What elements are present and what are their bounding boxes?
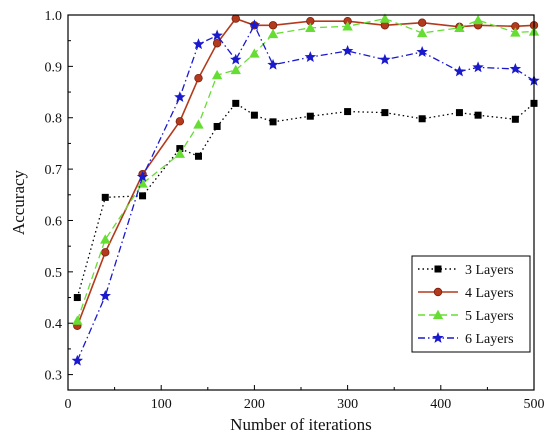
data-point <box>344 108 352 116</box>
data-point <box>418 115 426 123</box>
data-point <box>474 111 482 119</box>
data-point <box>211 69 223 80</box>
data-point <box>250 111 258 119</box>
legend-label: 5 Layers <box>465 309 514 324</box>
legend-marker <box>434 265 442 273</box>
data-point <box>416 45 428 57</box>
data-point <box>472 61 484 73</box>
data-point <box>341 44 354 56</box>
x-tick-label: 200 <box>244 397 265 412</box>
data-point <box>509 62 522 74</box>
data-point <box>194 152 202 160</box>
data-point <box>137 178 148 188</box>
ticks-layer: 0 100 200 300 400 500 0.3 0.4 0.5 0.6 0.7 0.8 0.9 1.0 <box>45 9 545 412</box>
data-point <box>305 22 316 33</box>
legend: 3 Layers 4 Layers 5 Layers 6 Layers <box>411 255 531 353</box>
data-point <box>212 39 222 48</box>
legend-label: 6 Layers <box>465 332 514 347</box>
data-point <box>472 14 484 25</box>
legend-item: 6 Layers <box>418 332 514 347</box>
legend-marker <box>433 287 443 297</box>
data-point <box>454 22 465 33</box>
y-axis-title: Accuracy <box>9 169 28 235</box>
data-point <box>230 53 242 65</box>
x-tick-label: 300 <box>337 397 358 412</box>
data-point <box>249 48 260 58</box>
data-point <box>231 14 240 23</box>
legend-item: 5 Layers <box>418 309 514 324</box>
data-point <box>211 29 223 41</box>
data-point <box>417 18 427 27</box>
data-point <box>379 53 391 65</box>
data-point <box>230 64 241 75</box>
data-point <box>213 122 221 130</box>
data-point <box>381 109 389 117</box>
data-point <box>192 38 205 50</box>
series-line <box>76 17 535 321</box>
data-point <box>455 109 463 117</box>
data-point <box>72 315 83 325</box>
x-tick-label: 0 <box>65 397 72 412</box>
data-point <box>267 58 279 70</box>
data-point <box>101 193 109 201</box>
y-tick-label: 0.7 <box>45 163 63 178</box>
data-point <box>139 192 147 200</box>
x-tick-label: 400 <box>430 397 451 412</box>
legend-item: 3 Layers <box>418 263 514 278</box>
data-point <box>511 115 519 123</box>
data-point <box>175 117 185 126</box>
data-point <box>268 21 278 30</box>
y-tick-label: 1.0 <box>45 9 63 24</box>
data-point <box>379 13 391 23</box>
y-tick-label: 0.8 <box>45 112 63 127</box>
x-axis-title: Number of iterations <box>230 415 372 434</box>
data-point <box>194 73 203 83</box>
marks-layer <box>71 13 540 366</box>
data-point <box>304 51 317 62</box>
x-tick-label: 100 <box>151 397 172 412</box>
y-tick-label: 0.4 <box>45 317 63 332</box>
data-point <box>248 19 261 31</box>
data-point <box>73 294 81 302</box>
legend-item: 4 Layers <box>418 286 514 301</box>
data-point <box>101 248 110 257</box>
y-tick-label: 0.9 <box>45 60 63 75</box>
data-point <box>267 28 279 39</box>
data-point <box>136 170 149 182</box>
legend-label: 4 Layers <box>465 286 514 301</box>
data-point <box>342 21 353 31</box>
legend-marker <box>432 309 444 320</box>
data-point <box>174 148 186 158</box>
data-point <box>306 112 314 120</box>
data-point <box>232 99 240 107</box>
y-tick-label: 0.3 <box>45 369 63 384</box>
data-point <box>510 27 521 37</box>
legend-box <box>411 255 531 353</box>
data-point <box>416 27 428 38</box>
data-point <box>193 119 204 129</box>
series-4-layers <box>73 14 539 330</box>
y-tick-label: 0.5 <box>45 266 63 281</box>
legend-marker <box>432 332 444 343</box>
data-point <box>174 91 186 103</box>
y-tick-label: 0.6 <box>45 214 63 229</box>
legend-label: 3 Layers <box>465 263 514 278</box>
data-point <box>269 118 277 126</box>
data-point <box>453 65 466 77</box>
series-5-layers <box>72 13 540 325</box>
data-point <box>99 289 111 301</box>
x-tick-label: 500 <box>524 397 545 412</box>
data-point <box>100 234 111 244</box>
data-point <box>71 354 84 366</box>
series-line <box>76 102 535 298</box>
